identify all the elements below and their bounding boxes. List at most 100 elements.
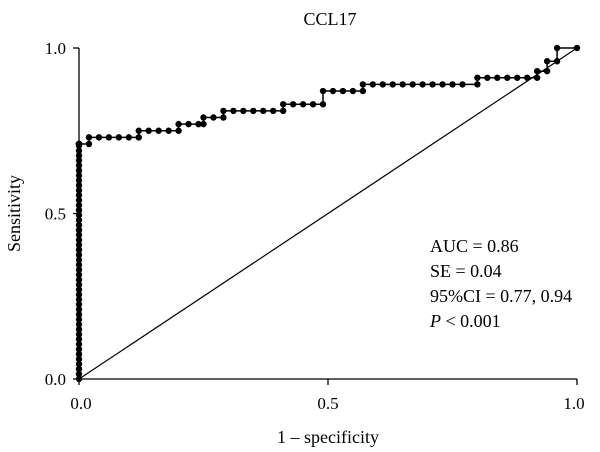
roc-point	[399, 81, 406, 88]
p-value-text: P < 0.001	[429, 311, 501, 331]
roc-point	[75, 197, 83, 204]
y-tick-label-1: 0.5	[45, 205, 66, 224]
roc-point	[75, 167, 83, 174]
roc-point	[309, 101, 317, 108]
roc-point	[260, 107, 267, 115]
roc-point	[75, 162, 83, 169]
roc-point	[359, 87, 367, 95]
roc-point	[250, 107, 257, 115]
roc-point	[349, 87, 357, 95]
roc-point	[75, 192, 83, 199]
roc-point	[75, 360, 83, 368]
roc-point	[75, 157, 83, 164]
roc-point	[75, 355, 83, 363]
roc-point	[75, 341, 83, 348]
axes: 0.0 0.5 1.0 0.0 0.5 1.0 1 – specificity …	[4, 39, 585, 447]
roc-point	[514, 74, 521, 81]
p-value: < 0.001	[441, 311, 501, 331]
roc-point	[185, 120, 192, 128]
roc-point	[299, 101, 307, 108]
roc-point	[75, 251, 83, 259]
roc-point	[419, 81, 426, 88]
roc-point	[524, 74, 531, 81]
roc-point	[533, 74, 541, 81]
roc-point	[573, 44, 581, 52]
roc-point	[553, 58, 561, 65]
roc-point	[155, 127, 162, 134]
roc-point	[85, 140, 93, 148]
roc-point	[75, 226, 83, 234]
roc-point	[75, 281, 83, 288]
roc-point	[75, 172, 83, 179]
roc-point	[230, 107, 237, 115]
roc-point	[95, 134, 103, 141]
roc-point	[75, 261, 83, 269]
roc-point	[543, 58, 551, 65]
roc-point	[543, 67, 551, 75]
roc-point	[135, 127, 142, 134]
roc-point	[135, 134, 142, 141]
roc-point	[75, 221, 83, 229]
roc-point	[359, 81, 367, 88]
x-axis-title: 1 – specificity	[277, 427, 379, 447]
roc-point	[75, 147, 83, 154]
roc-point	[75, 236, 83, 244]
roc-point	[75, 311, 83, 318]
roc-point	[75, 316, 83, 323]
roc-point	[125, 134, 132, 141]
roc-point	[319, 101, 327, 108]
roc-point	[533, 67, 541, 75]
roc-point	[449, 81, 456, 88]
roc-point	[270, 107, 277, 115]
roc-point	[210, 114, 217, 121]
roc-point	[289, 101, 297, 108]
roc-point	[75, 276, 83, 283]
roc-point	[75, 216, 83, 224]
roc-point	[75, 241, 83, 249]
auc-text: AUC = 0.86	[430, 236, 519, 256]
p-symbol: P	[429, 311, 441, 331]
roc-point	[75, 202, 83, 209]
roc-point	[474, 74, 481, 81]
roc-point	[85, 134, 93, 141]
roc-point	[75, 152, 83, 159]
roc-point	[409, 81, 416, 88]
y-tick-label-2: 1.0	[45, 39, 66, 58]
roc-point	[279, 101, 287, 108]
roc-point	[145, 127, 152, 134]
roc-point	[379, 81, 386, 88]
statistics-annotation: AUC = 0.86 SE = 0.04 95%CI = 0.77, 0.94 …	[429, 236, 572, 331]
roc-point	[75, 291, 83, 298]
roc-point	[75, 182, 83, 189]
roc-point	[75, 350, 83, 358]
y-tick-label-0: 0.0	[45, 370, 66, 389]
roc-point	[75, 321, 83, 328]
roc-point	[200, 114, 207, 121]
roc-point	[75, 256, 83, 264]
roc-point	[75, 140, 83, 148]
roc-point	[439, 81, 446, 88]
roc-point	[75, 211, 83, 219]
roc-point	[115, 134, 123, 141]
roc-point	[75, 336, 83, 343]
roc-point	[75, 346, 83, 353]
roc-point	[75, 177, 83, 184]
roc-point	[75, 266, 83, 273]
roc-point	[329, 87, 337, 95]
roc-point	[75, 365, 83, 373]
roc-point	[459, 81, 466, 88]
roc-point	[75, 326, 83, 333]
roc-point	[200, 120, 207, 128]
roc-point	[75, 231, 83, 239]
chart-title: CCL17	[303, 9, 356, 29]
roc-point	[165, 127, 172, 134]
roc-point	[75, 246, 83, 254]
roc-point	[105, 134, 113, 141]
roc-points	[75, 44, 581, 383]
ci-text: 95%CI = 0.77, 0.94	[430, 286, 572, 306]
roc-point	[474, 81, 481, 88]
roc-point	[220, 107, 227, 115]
roc-point	[429, 81, 436, 88]
roc-point	[369, 81, 377, 88]
